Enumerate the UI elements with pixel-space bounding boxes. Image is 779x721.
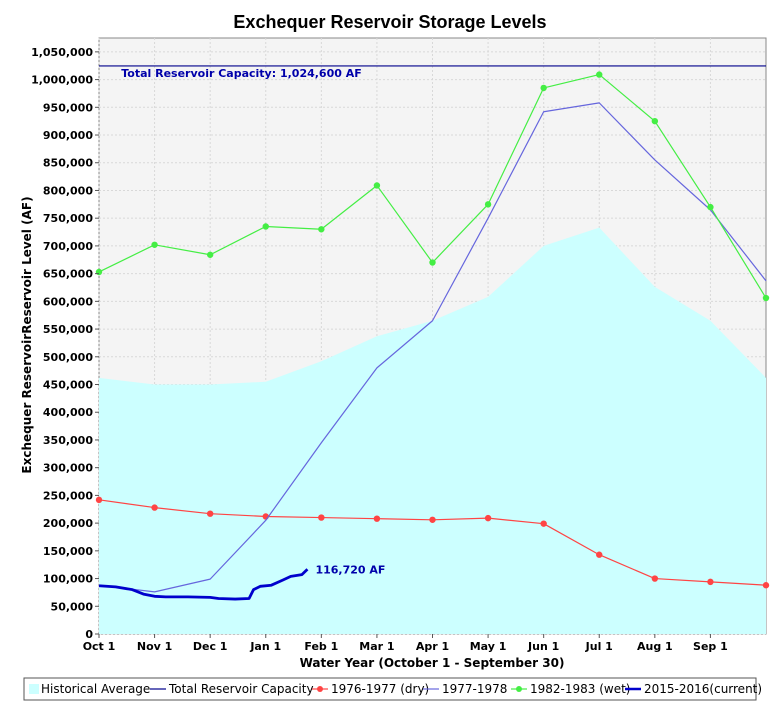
y-tick-label: 800,000: [43, 184, 93, 197]
x-tick-label: Apr 1: [416, 640, 449, 653]
x-tick-label: Jun 1: [527, 640, 559, 653]
y-tick-label: 500,000: [43, 351, 93, 364]
y-tick-label: 100,000: [43, 573, 93, 586]
data-point-1976-1977-dry: [206, 510, 214, 517]
data-point-1982-1983-wet: [318, 226, 325, 233]
y-tick-label: 50,000: [51, 600, 94, 613]
annotation-label: 116,720 AF: [315, 563, 385, 576]
data-point-1982-1983-wet: [762, 294, 770, 302]
y-axis-label: Exchequer ReservoirReservoir Level (AF): [20, 196, 34, 473]
data-point-1976-1977-dry: [95, 496, 103, 504]
y-tick-label: 700,000: [43, 240, 93, 253]
axes: 0 50,000 100,000 150,000 200,000 250,000 300,0…: [31, 46, 728, 653]
data-point-1982-1983-wet: [151, 241, 158, 248]
data-point-1982-1983-wet: [651, 117, 659, 125]
data-point-1976-1977-dry: [762, 582, 770, 589]
legend-label: 1976-1977 (dry): [331, 682, 429, 696]
data-point-1982-1983-wet: [707, 203, 714, 211]
legend-label: Total Reservoir Capacity: [168, 682, 314, 696]
y-tick-label: 0: [85, 628, 93, 641]
y-tick-label: 350,000: [43, 434, 93, 447]
data-point-1976-1977-dry: [540, 520, 547, 527]
x-tick-label: Aug 1: [637, 640, 673, 653]
y-tick-label: 600,000: [43, 295, 93, 308]
y-tick-label: 250,000: [43, 489, 93, 502]
x-tick-label: Jul 1: [585, 640, 613, 653]
data-point-1982-1983-wet: [262, 223, 269, 230]
legend-label: Historical Average: [41, 682, 150, 696]
annotation-label: Total Reservoir Capacity: 1,024,600 AF: [121, 67, 362, 80]
x-tick-label: Nov 1: [137, 640, 172, 653]
x-tick-label: Oct 1: [83, 640, 116, 653]
series-line-1977-1978: [98, 102, 767, 593]
series-line-2015-2016-current: [98, 568, 309, 601]
data-point-1976-1977-dry: [151, 504, 158, 511]
y-tick-label: 1,050,000: [31, 46, 93, 59]
legend-label: 2015-2016(current): [644, 682, 762, 696]
y-tick-label: 900,000: [43, 129, 93, 142]
series-area-historical-average: [99, 227, 766, 635]
x-tick-label: Sep 1: [693, 640, 728, 653]
legend-marker: [516, 686, 522, 692]
y-tick-label: 150,000: [43, 545, 93, 558]
legend-swatch: [29, 684, 39, 694]
series-layer: Total Reservoir Capacity: 1,024,600 AF 11…: [95, 65, 770, 635]
y-tick-label: 300,000: [43, 462, 93, 475]
y-tick-label: 850,000: [43, 157, 93, 170]
x-tick-label: Dec 1: [193, 640, 228, 653]
legend-label: 1982-1983 (wet): [530, 682, 631, 696]
legend-label: 1977-1978: [442, 682, 507, 696]
data-point-1976-1977-dry: [484, 514, 492, 522]
data-point-1976-1977-dry: [429, 516, 436, 523]
x-tick-label: Jan 1: [249, 640, 281, 653]
x-axis-label: Water Year (October 1 - September 30): [300, 656, 565, 670]
legend: Historical Average Total Reservoir Capaci…: [23, 677, 762, 701]
data-point-1976-1977-dry: [707, 578, 714, 586]
y-tick-label: 950,000: [43, 101, 93, 114]
y-tick-label: 750,000: [43, 212, 93, 225]
data-point-1982-1983-wet: [95, 268, 103, 276]
chart-title: Exchequer Reservoir Storage Levels: [233, 12, 546, 32]
data-point-1982-1983-wet: [373, 182, 381, 189]
y-tick-label: 400,000: [43, 406, 93, 419]
data-point-1982-1983-wet: [484, 201, 492, 208]
data-point-1976-1977-dry: [651, 575, 659, 582]
data-point-1976-1977-dry: [318, 514, 325, 521]
y-tick-label: 450,000: [43, 379, 93, 392]
data-point-1976-1977-dry: [373, 515, 381, 522]
data-point-1976-1977-dry: [596, 551, 603, 558]
y-tick-label: 650,000: [43, 268, 93, 281]
data-point-1982-1983-wet: [429, 259, 436, 266]
y-tick-label: 1,000,000: [31, 74, 93, 87]
data-point-1982-1983-wet: [540, 84, 547, 92]
legend-box: [23, 677, 757, 701]
y-tick-label: 550,000: [43, 323, 93, 336]
x-tick-label: Mar 1: [359, 640, 394, 653]
x-tick-label: May 1: [470, 640, 507, 653]
x-tick-label: Feb 1: [304, 640, 338, 653]
legend-marker: [317, 686, 323, 692]
y-tick-label: 200,000: [43, 517, 93, 530]
data-point-1982-1983-wet: [596, 71, 603, 78]
data-point-1982-1983-wet: [206, 251, 214, 258]
